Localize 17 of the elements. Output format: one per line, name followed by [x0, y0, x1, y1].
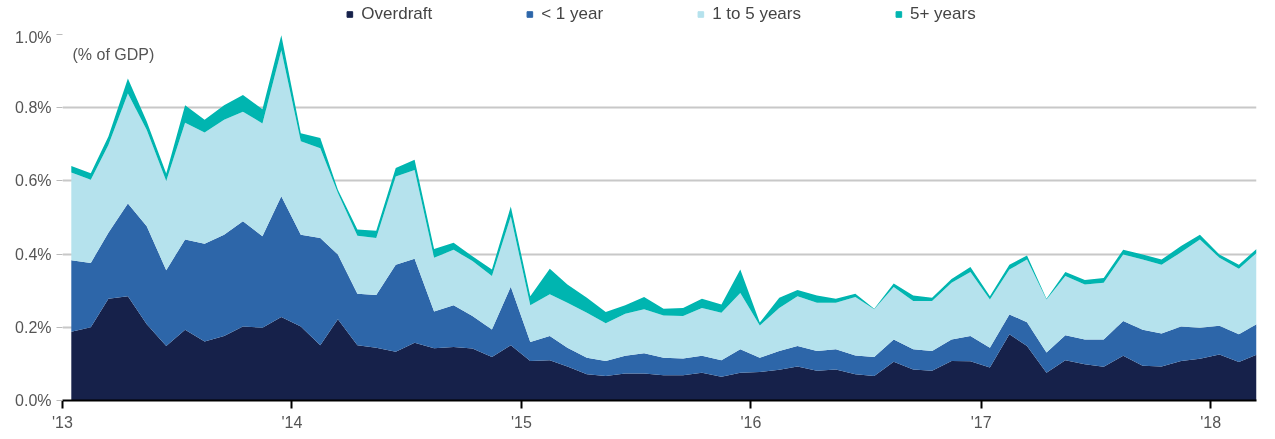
- legend-label: 5+ years: [909, 4, 976, 24]
- y-tick-label: 0.0%: [15, 392, 52, 409]
- x-tick-label: '14: [281, 413, 303, 431]
- x-tick-label: '16: [740, 413, 762, 431]
- legend-label: 1 to 5 years: [712, 4, 801, 24]
- x-tick-label: '18: [1200, 413, 1222, 431]
- y-tick-label: 1.0%: [15, 28, 52, 46]
- y-tick-label: 0.6%: [15, 172, 52, 190]
- x-tick-label: '15: [511, 413, 533, 431]
- y-tick-label: 0.8%: [15, 99, 52, 117]
- y-tick-label: 0.2%: [15, 318, 52, 336]
- y-tick-label: 0.4%: [15, 245, 52, 263]
- y-axis-title: (% of GDP): [72, 45, 155, 63]
- legend-label: Overdraft: [361, 4, 433, 24]
- legend-label: < 1 year: [541, 4, 604, 24]
- x-tick-label: '13: [52, 413, 74, 431]
- x-tick-label: '17: [970, 413, 992, 431]
